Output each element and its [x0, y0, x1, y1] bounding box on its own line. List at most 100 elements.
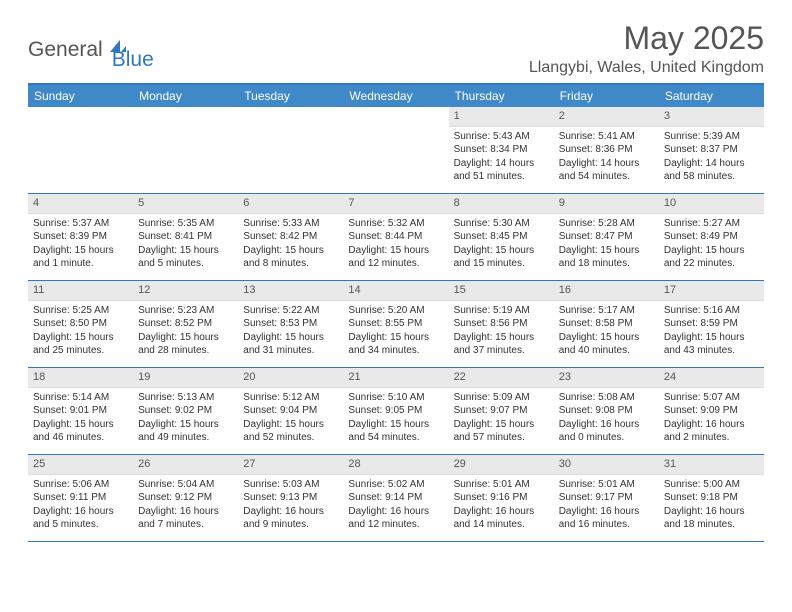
sunset-text: Sunset: 9:08 PM — [559, 404, 654, 418]
sunrise-text: Sunrise: 5:39 AM — [664, 130, 759, 144]
sunrise-text: Sunrise: 5:33 AM — [243, 217, 338, 231]
daylight-text: Daylight: 15 hours and 31 minutes. — [243, 331, 338, 358]
calendar-week: 11Sunrise: 5:25 AMSunset: 8:50 PMDayligh… — [28, 281, 764, 368]
day-number: 16 — [554, 281, 659, 301]
daylight-text: Daylight: 15 hours and 1 minute. — [33, 244, 128, 271]
daylight-text: Daylight: 14 hours and 51 minutes. — [454, 157, 549, 184]
sunrise-text: Sunrise: 5:43 AM — [454, 130, 549, 144]
sunset-text: Sunset: 8:56 PM — [454, 317, 549, 331]
day-number: 22 — [449, 368, 554, 388]
day-header-fri: Friday — [554, 85, 659, 107]
sunrise-text: Sunrise: 5:01 AM — [454, 478, 549, 492]
calendar-cell: 27Sunrise: 5:03 AMSunset: 9:13 PMDayligh… — [238, 455, 343, 541]
calendar-cell: 23Sunrise: 5:08 AMSunset: 9:08 PMDayligh… — [554, 368, 659, 454]
sunrise-text: Sunrise: 5:10 AM — [348, 391, 443, 405]
sunset-text: Sunset: 8:39 PM — [33, 230, 128, 244]
day-number: 14 — [343, 281, 448, 301]
cell-body: Sunrise: 5:32 AMSunset: 8:44 PMDaylight:… — [343, 214, 448, 276]
calendar-cell: 18Sunrise: 5:14 AMSunset: 9:01 PMDayligh… — [28, 368, 133, 454]
daylight-text: Daylight: 15 hours and 25 minutes. — [33, 331, 128, 358]
day-number: 6 — [238, 194, 343, 214]
cell-body: Sunrise: 5:17 AMSunset: 8:58 PMDaylight:… — [554, 301, 659, 363]
sunset-text: Sunset: 8:42 PM — [243, 230, 338, 244]
calendar-cell — [238, 107, 343, 193]
day-number: 27 — [238, 455, 343, 475]
day-number: 31 — [659, 455, 764, 475]
sunrise-text: Sunrise: 5:25 AM — [33, 304, 128, 318]
calendar-cell: 22Sunrise: 5:09 AMSunset: 9:07 PMDayligh… — [449, 368, 554, 454]
calendar-week: 25Sunrise: 5:06 AMSunset: 9:11 PMDayligh… — [28, 455, 764, 542]
sunset-text: Sunset: 8:52 PM — [138, 317, 233, 331]
daylight-text: Daylight: 16 hours and 2 minutes. — [664, 418, 759, 445]
day-number: 30 — [554, 455, 659, 475]
daylight-text: Daylight: 16 hours and 14 minutes. — [454, 505, 549, 532]
cell-body — [238, 127, 343, 135]
sunrise-text: Sunrise: 5:00 AM — [664, 478, 759, 492]
day-number: 12 — [133, 281, 238, 301]
daylight-text: Daylight: 16 hours and 7 minutes. — [138, 505, 233, 532]
day-header-sun: Sunday — [28, 85, 133, 107]
calendar-cell: 14Sunrise: 5:20 AMSunset: 8:55 PMDayligh… — [343, 281, 448, 367]
sunset-text: Sunset: 9:16 PM — [454, 491, 549, 505]
calendar-cell: 11Sunrise: 5:25 AMSunset: 8:50 PMDayligh… — [28, 281, 133, 367]
sunrise-text: Sunrise: 5:23 AM — [138, 304, 233, 318]
sunset-text: Sunset: 8:58 PM — [559, 317, 654, 331]
calendar-week: 1Sunrise: 5:43 AMSunset: 8:34 PMDaylight… — [28, 107, 764, 194]
sunrise-text: Sunrise: 5:16 AM — [664, 304, 759, 318]
logo: General Blue — [28, 20, 154, 72]
calendar-cell: 20Sunrise: 5:12 AMSunset: 9:04 PMDayligh… — [238, 368, 343, 454]
sunset-text: Sunset: 9:13 PM — [243, 491, 338, 505]
calendar-cell: 19Sunrise: 5:13 AMSunset: 9:02 PMDayligh… — [133, 368, 238, 454]
sunrise-text: Sunrise: 5:32 AM — [348, 217, 443, 231]
sunset-text: Sunset: 8:41 PM — [138, 230, 233, 244]
cell-body: Sunrise: 5:03 AMSunset: 9:13 PMDaylight:… — [238, 475, 343, 537]
day-number: 7 — [343, 194, 448, 214]
daylight-text: Daylight: 15 hours and 54 minutes. — [348, 418, 443, 445]
day-number: 11 — [28, 281, 133, 301]
daylight-text: Daylight: 16 hours and 0 minutes. — [559, 418, 654, 445]
daylight-text: Daylight: 15 hours and 57 minutes. — [454, 418, 549, 445]
day-number: 21 — [343, 368, 448, 388]
daylight-text: Daylight: 15 hours and 46 minutes. — [33, 418, 128, 445]
daylight-text: Daylight: 15 hours and 12 minutes. — [348, 244, 443, 271]
sunrise-text: Sunrise: 5:35 AM — [138, 217, 233, 231]
sunrise-text: Sunrise: 5:14 AM — [33, 391, 128, 405]
cell-body: Sunrise: 5:28 AMSunset: 8:47 PMDaylight:… — [554, 214, 659, 276]
sunset-text: Sunset: 8:36 PM — [559, 143, 654, 157]
day-number: 24 — [659, 368, 764, 388]
sunset-text: Sunset: 8:34 PM — [454, 143, 549, 157]
daylight-text: Daylight: 16 hours and 5 minutes. — [33, 505, 128, 532]
calendar-cell: 9Sunrise: 5:28 AMSunset: 8:47 PMDaylight… — [554, 194, 659, 280]
sunrise-text: Sunrise: 5:20 AM — [348, 304, 443, 318]
sunset-text: Sunset: 9:14 PM — [348, 491, 443, 505]
daylight-text: Daylight: 15 hours and 18 minutes. — [559, 244, 654, 271]
daylight-text: Daylight: 15 hours and 43 minutes. — [664, 331, 759, 358]
cell-body: Sunrise: 5:16 AMSunset: 8:59 PMDaylight:… — [659, 301, 764, 363]
cell-body: Sunrise: 5:06 AMSunset: 9:11 PMDaylight:… — [28, 475, 133, 537]
daylight-text: Daylight: 16 hours and 9 minutes. — [243, 505, 338, 532]
cell-body: Sunrise: 5:08 AMSunset: 9:08 PMDaylight:… — [554, 388, 659, 450]
sunset-text: Sunset: 9:04 PM — [243, 404, 338, 418]
calendar-cell — [343, 107, 448, 193]
logo-text-blue: Blue — [112, 48, 154, 72]
cell-body: Sunrise: 5:30 AMSunset: 8:45 PMDaylight:… — [449, 214, 554, 276]
calendar-cell: 12Sunrise: 5:23 AMSunset: 8:52 PMDayligh… — [133, 281, 238, 367]
calendar-cell: 24Sunrise: 5:07 AMSunset: 9:09 PMDayligh… — [659, 368, 764, 454]
cell-body: Sunrise: 5:35 AMSunset: 8:41 PMDaylight:… — [133, 214, 238, 276]
cell-body: Sunrise: 5:19 AMSunset: 8:56 PMDaylight:… — [449, 301, 554, 363]
daylight-text: Daylight: 15 hours and 5 minutes. — [138, 244, 233, 271]
day-number: 19 — [133, 368, 238, 388]
sunrise-text: Sunrise: 5:27 AM — [664, 217, 759, 231]
sunrise-text: Sunrise: 5:07 AM — [664, 391, 759, 405]
sunset-text: Sunset: 8:45 PM — [454, 230, 549, 244]
calendar-cell: 6Sunrise: 5:33 AMSunset: 8:42 PMDaylight… — [238, 194, 343, 280]
cell-body: Sunrise: 5:33 AMSunset: 8:42 PMDaylight:… — [238, 214, 343, 276]
weeks-container: 1Sunrise: 5:43 AMSunset: 8:34 PMDaylight… — [28, 107, 764, 542]
calendar-cell: 25Sunrise: 5:06 AMSunset: 9:11 PMDayligh… — [28, 455, 133, 541]
sunrise-text: Sunrise: 5:30 AM — [454, 217, 549, 231]
sunrise-text: Sunrise: 5:04 AM — [138, 478, 233, 492]
sunset-text: Sunset: 8:44 PM — [348, 230, 443, 244]
sunset-text: Sunset: 9:05 PM — [348, 404, 443, 418]
cell-body: Sunrise: 5:09 AMSunset: 9:07 PMDaylight:… — [449, 388, 554, 450]
cell-body: Sunrise: 5:39 AMSunset: 8:37 PMDaylight:… — [659, 127, 764, 189]
